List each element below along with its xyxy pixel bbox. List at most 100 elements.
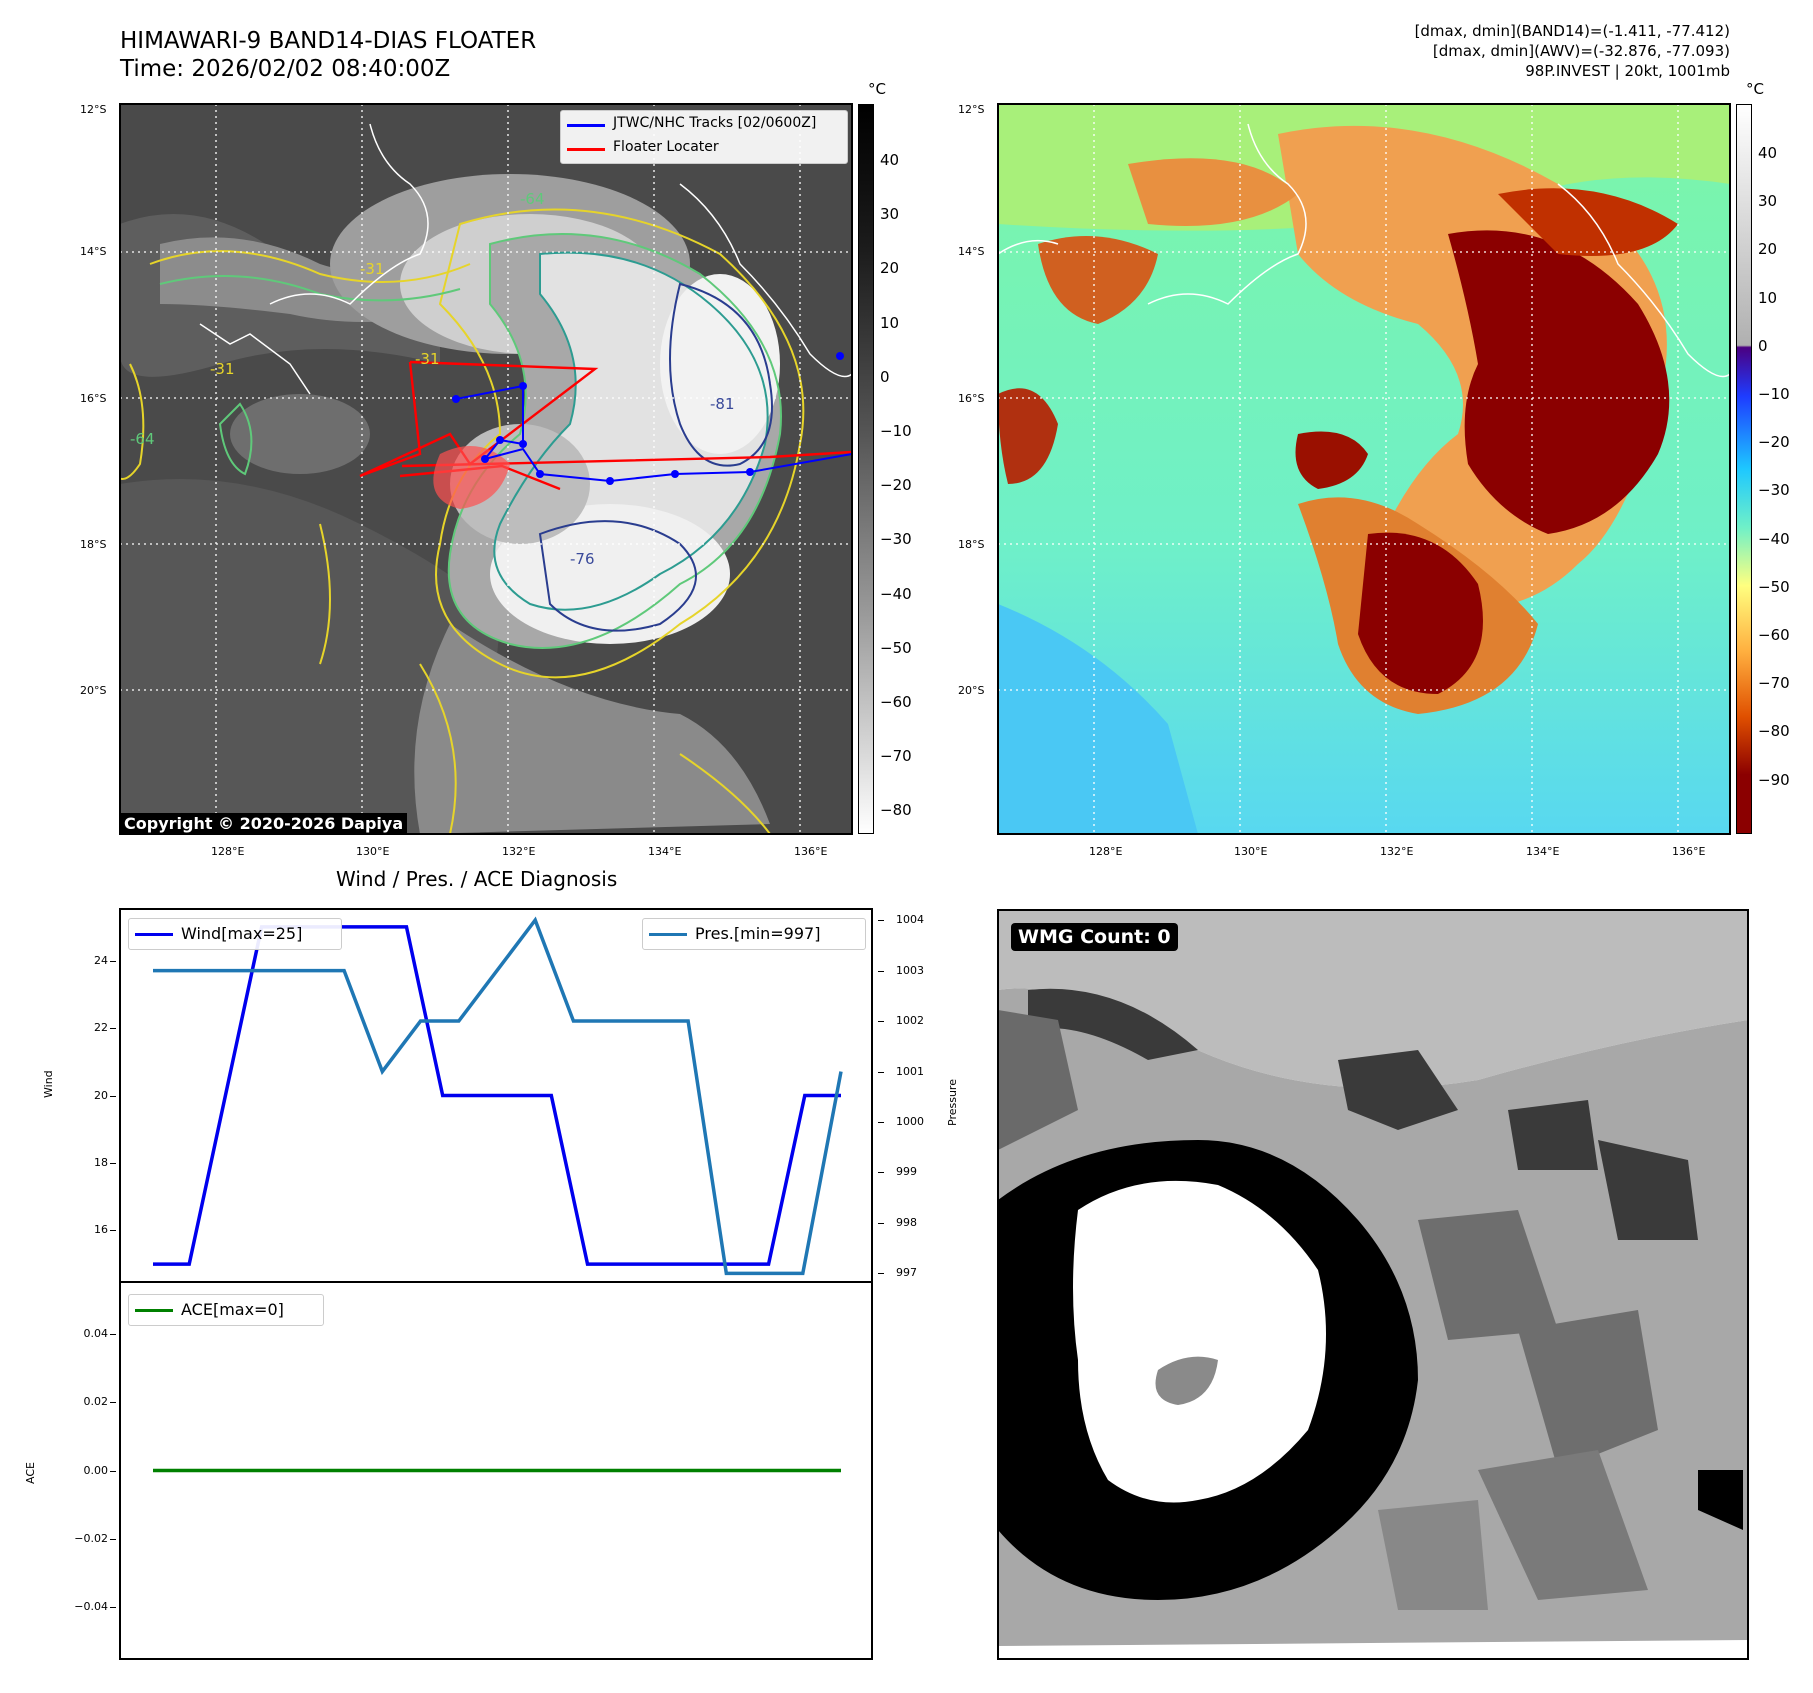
wind-tick: 24	[94, 953, 108, 967]
ace-svg	[153, 1468, 841, 1473]
ace-tick-mark	[110, 1334, 116, 1336]
ir-colorbar-tick: −80	[880, 801, 912, 820]
awv-colorbar-tick: 10	[1758, 288, 1778, 307]
pressure-tick: 1003	[896, 963, 924, 977]
ir-map-image: -31 -31 -31 -76 -81 -64 -64	[120, 104, 852, 834]
pressure-tick-mark	[878, 1172, 884, 1174]
pressure-ticks: 1004 1003 1002 1001 1000 999 998 997	[878, 910, 938, 1281]
ir-colorbar-tick: 40	[880, 151, 900, 169]
lat-tick: 20°S	[80, 684, 107, 697]
awv-colorbar-tick: 30	[1758, 192, 1778, 211]
wind-legend-swatch	[135, 933, 173, 936]
ir-colorbar-ticks: 40 30 20 10 0 −10 −20 −30 −40 −50 −60 −70 −80	[880, 104, 940, 834]
chart-time: Time: 2026/02/02 08:40:00Z	[120, 56, 451, 82]
ace-tick-mark	[110, 1470, 116, 1472]
pressure-tick: 1004	[896, 913, 924, 927]
wind-tick-mark	[110, 960, 116, 962]
wind-legend-label: Wind[max=25]	[181, 924, 303, 943]
lat-tick: 16°S	[80, 392, 107, 405]
legend-swatch-floater	[567, 148, 605, 151]
info-storm: 98P.INVEST | 20kt, 1001mb	[1525, 62, 1730, 80]
ir-map-panel: -31 -31 -31 -76 -81 -64 -64 JTWC/NHC Tra…	[120, 104, 852, 834]
awv-colorbar-tick: 20	[1758, 240, 1778, 259]
awv-colorbar-tick: −30	[1758, 481, 1790, 500]
ace-tick-mark	[110, 1538, 116, 1540]
pres-legend-swatch	[649, 933, 687, 936]
ir-colorbar-tick: −40	[880, 584, 912, 603]
awv-colorbar-tick: −50	[1758, 577, 1790, 596]
ir-colorbar-tick: −70	[880, 747, 912, 766]
awv-colorbar-tick: −10	[1758, 385, 1790, 403]
pressure-tick-mark	[878, 970, 884, 972]
pressure-ylabel: Pressure	[946, 1079, 959, 1126]
awv-colorbar-tick: −20	[1758, 433, 1790, 452]
wind-tick: 18	[94, 1155, 108, 1169]
awv-map-panel	[998, 104, 1730, 834]
wmg-frame	[997, 909, 1749, 1660]
awv-colorbar-tick: −40	[1758, 529, 1790, 548]
ace-plot	[119, 1281, 873, 1660]
pres-legend-label: Pres.[min=997]	[695, 924, 821, 943]
pressure-tick-mark	[878, 1222, 884, 1224]
awv-colorbar-tick: −80	[1758, 722, 1790, 741]
ir-colorbar-tick: −60	[880, 693, 912, 711]
awv-colorbar-tick: 0	[1758, 336, 1768, 355]
legend-label-tracks: JTWC/NHC Tracks [02/0600Z]	[613, 115, 817, 131]
ir-colorbar-tick: 20	[880, 259, 900, 278]
ir-colorbar-tick: 0	[880, 367, 890, 386]
copyright-label: Copyright © 2020-2026 Dapiya	[120, 813, 408, 834]
lon-tick: 132°E	[502, 845, 536, 858]
lat-tick: 18°S	[958, 538, 985, 551]
lon-tick: 128°E	[1089, 845, 1123, 858]
lat-tick: 14°S	[958, 245, 985, 258]
ace-tick-mark	[110, 1606, 116, 1608]
awv-map-frame	[997, 103, 1731, 835]
ace-tick: 0.02	[83, 1395, 109, 1409]
lat-tick: 12°S	[958, 103, 985, 116]
contour-label: -64	[130, 430, 155, 448]
ace-legend-label: ACE[max=0]	[181, 1300, 284, 1319]
lon-tick: 130°E	[356, 845, 390, 858]
pressure-tick: 1001	[896, 1064, 924, 1078]
ir-colorbar-unit: °C	[868, 80, 886, 98]
pressure-tick: 997	[896, 1266, 917, 1280]
ir-colorbar	[858, 104, 874, 834]
awv-colorbar-tick: −90	[1758, 770, 1790, 789]
awv-colorbar-tick: −60	[1758, 626, 1790, 644]
lat-tick: 14°S	[80, 245, 107, 258]
wind-tick-mark	[110, 1095, 116, 1097]
contour-label: -31	[210, 360, 235, 378]
lon-tick: 136°E	[794, 845, 828, 858]
wind-pres-svg	[153, 916, 843, 1276]
ace-ticks: 0.04 0.02 0.00 −0.02 −0.04	[50, 1283, 116, 1658]
wind-tick: 16	[94, 1223, 108, 1237]
lon-tick: 132°E	[1380, 845, 1414, 858]
ir-map-frame	[119, 103, 853, 835]
ace-legend-swatch	[135, 1309, 173, 1312]
wind-ylabel: Wind	[42, 1070, 55, 1098]
ir-colorbar-tick: −30	[880, 530, 912, 549]
awv-colorbar-tick: −70	[1758, 674, 1790, 693]
pres-legend: Pres.[min=997]	[642, 918, 866, 950]
pressure-tick: 1002	[896, 1014, 924, 1028]
legend-label-floater: Floater Locater	[613, 139, 719, 155]
pressure-tick: 1000	[896, 1115, 924, 1128]
lon-tick: 128°E	[211, 845, 245, 858]
info-band14: [dmax, dmin](BAND14)=(-1.411, -77.412)	[1414, 22, 1730, 40]
ace-tick: −0.04	[74, 1599, 108, 1613]
lat-tick: 12°S	[80, 103, 107, 116]
wind-tick-mark	[110, 1028, 116, 1030]
lon-tick: 134°E	[648, 845, 682, 858]
lat-tick: 18°S	[80, 538, 107, 551]
contour-label: -64	[520, 190, 545, 208]
lat-tick: 16°S	[958, 392, 985, 405]
wmg-image	[998, 910, 1748, 1658]
awv-colorbar-tick: 40	[1758, 144, 1778, 162]
chart-title: HIMAWARI-9 BAND14-DIAS FLOATER	[120, 28, 537, 54]
diagnosis-title: Wind / Pres. / ACE Diagnosis	[336, 867, 618, 891]
pressure-tick-mark	[878, 920, 884, 922]
pressure-tick: 999	[896, 1165, 917, 1179]
contour-label: -31	[415, 350, 440, 368]
jtwc-track	[455, 384, 852, 483]
pressure-tick-mark	[878, 1122, 884, 1123]
